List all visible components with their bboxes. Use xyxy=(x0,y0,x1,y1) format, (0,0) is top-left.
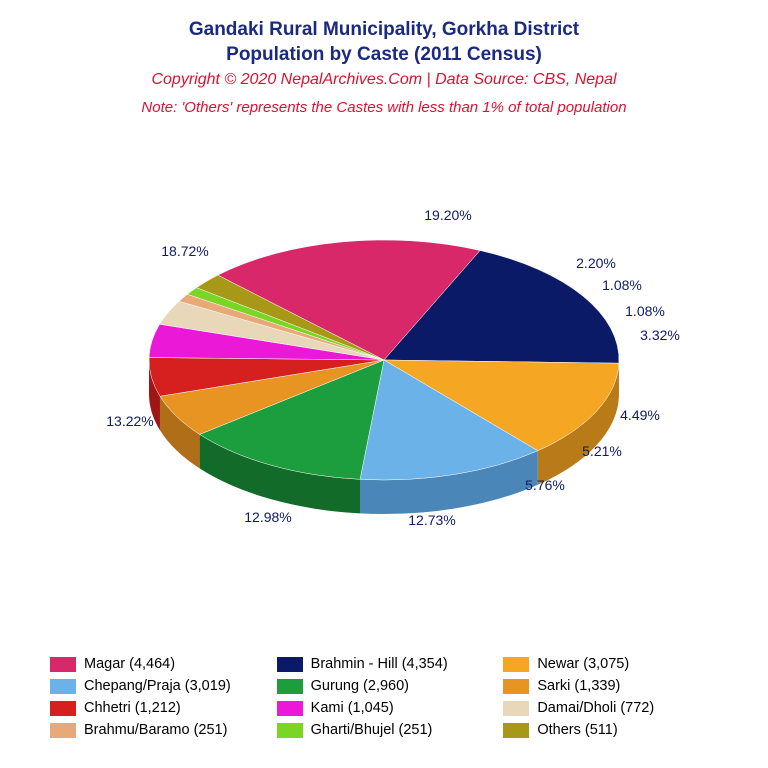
legend-item: Chepang/Praja (3,019) xyxy=(50,678,265,694)
copyright-line: Copyright © 2020 NepalArchives.Com | Dat… xyxy=(0,71,768,89)
legend-item: Newar (3,075) xyxy=(503,656,718,672)
legend-swatch xyxy=(50,723,76,738)
legend-swatch xyxy=(277,657,303,672)
pie-chart-svg xyxy=(0,155,768,575)
legend-item: Others (511) xyxy=(503,722,718,738)
legend-item: Kami (1,045) xyxy=(277,700,492,716)
legend-item: Brahmu/Baramo (251) xyxy=(50,722,265,738)
title-block: Gandaki Rural Municipality, Gorkha Distr… xyxy=(0,0,768,116)
legend: Magar (4,464) Brahmin - Hill (4,354) Newar… xyxy=(50,656,718,738)
pct-label: 19.20% xyxy=(424,207,471,223)
note-line: Note: 'Others' represents the Castes wit… xyxy=(0,99,768,116)
pct-label: 4.49% xyxy=(620,407,660,423)
legend-swatch xyxy=(277,723,303,738)
pct-label: 18.72% xyxy=(161,243,208,259)
legend-label: Others (511) xyxy=(537,722,617,738)
legend-swatch xyxy=(50,701,76,716)
pct-label: 12.98% xyxy=(244,509,291,525)
legend-item: Magar (4,464) xyxy=(50,656,265,672)
legend-label: Brahmin - Hill (4,354) xyxy=(311,656,448,672)
pct-label: 5.21% xyxy=(582,443,622,459)
legend-swatch xyxy=(50,657,76,672)
legend-item: Chhetri (1,212) xyxy=(50,700,265,716)
legend-label: Gharti/Bhujel (251) xyxy=(311,722,433,738)
chart-title-line1: Gandaki Rural Municipality, Gorkha Distr… xyxy=(0,18,768,43)
legend-label: Kami (1,045) xyxy=(311,700,394,716)
legend-item: Damai/Dholi (772) xyxy=(503,700,718,716)
pct-label: 1.08% xyxy=(602,277,642,293)
legend-item: Gurung (2,960) xyxy=(277,678,492,694)
legend-swatch xyxy=(503,723,529,738)
legend-label: Brahmu/Baramo (251) xyxy=(84,722,227,738)
legend-label: Damai/Dholi (772) xyxy=(537,700,654,716)
legend-swatch xyxy=(50,679,76,694)
legend-label: Chepang/Praja (3,019) xyxy=(84,678,231,694)
pie-chart-area: 19.20% 18.72% 13.22% 12.98% 12.73% 5.76% 5.21%… xyxy=(0,155,768,575)
chart-title-line2: Population by Caste (2011 Census) xyxy=(0,43,768,68)
pct-label: 2.20% xyxy=(576,255,616,271)
legend-label: Newar (3,075) xyxy=(537,656,629,672)
pct-label: 12.73% xyxy=(408,512,455,528)
pct-label: 3.32% xyxy=(640,327,680,343)
legend-swatch xyxy=(503,701,529,716)
legend-label: Gurung (2,960) xyxy=(311,678,409,694)
pct-label: 5.76% xyxy=(525,477,565,493)
pct-label: 13.22% xyxy=(106,413,153,429)
legend-item: Sarki (1,339) xyxy=(503,678,718,694)
pct-label: 1.08% xyxy=(625,303,665,319)
legend-swatch xyxy=(503,679,529,694)
legend-label: Magar (4,464) xyxy=(84,656,175,672)
legend-label: Chhetri (1,212) xyxy=(84,700,181,716)
legend-item: Brahmin - Hill (4,354) xyxy=(277,656,492,672)
legend-label: Sarki (1,339) xyxy=(537,678,620,694)
legend-swatch xyxy=(503,657,529,672)
legend-swatch xyxy=(277,679,303,694)
legend-swatch xyxy=(277,701,303,716)
legend-item: Gharti/Bhujel (251) xyxy=(277,722,492,738)
